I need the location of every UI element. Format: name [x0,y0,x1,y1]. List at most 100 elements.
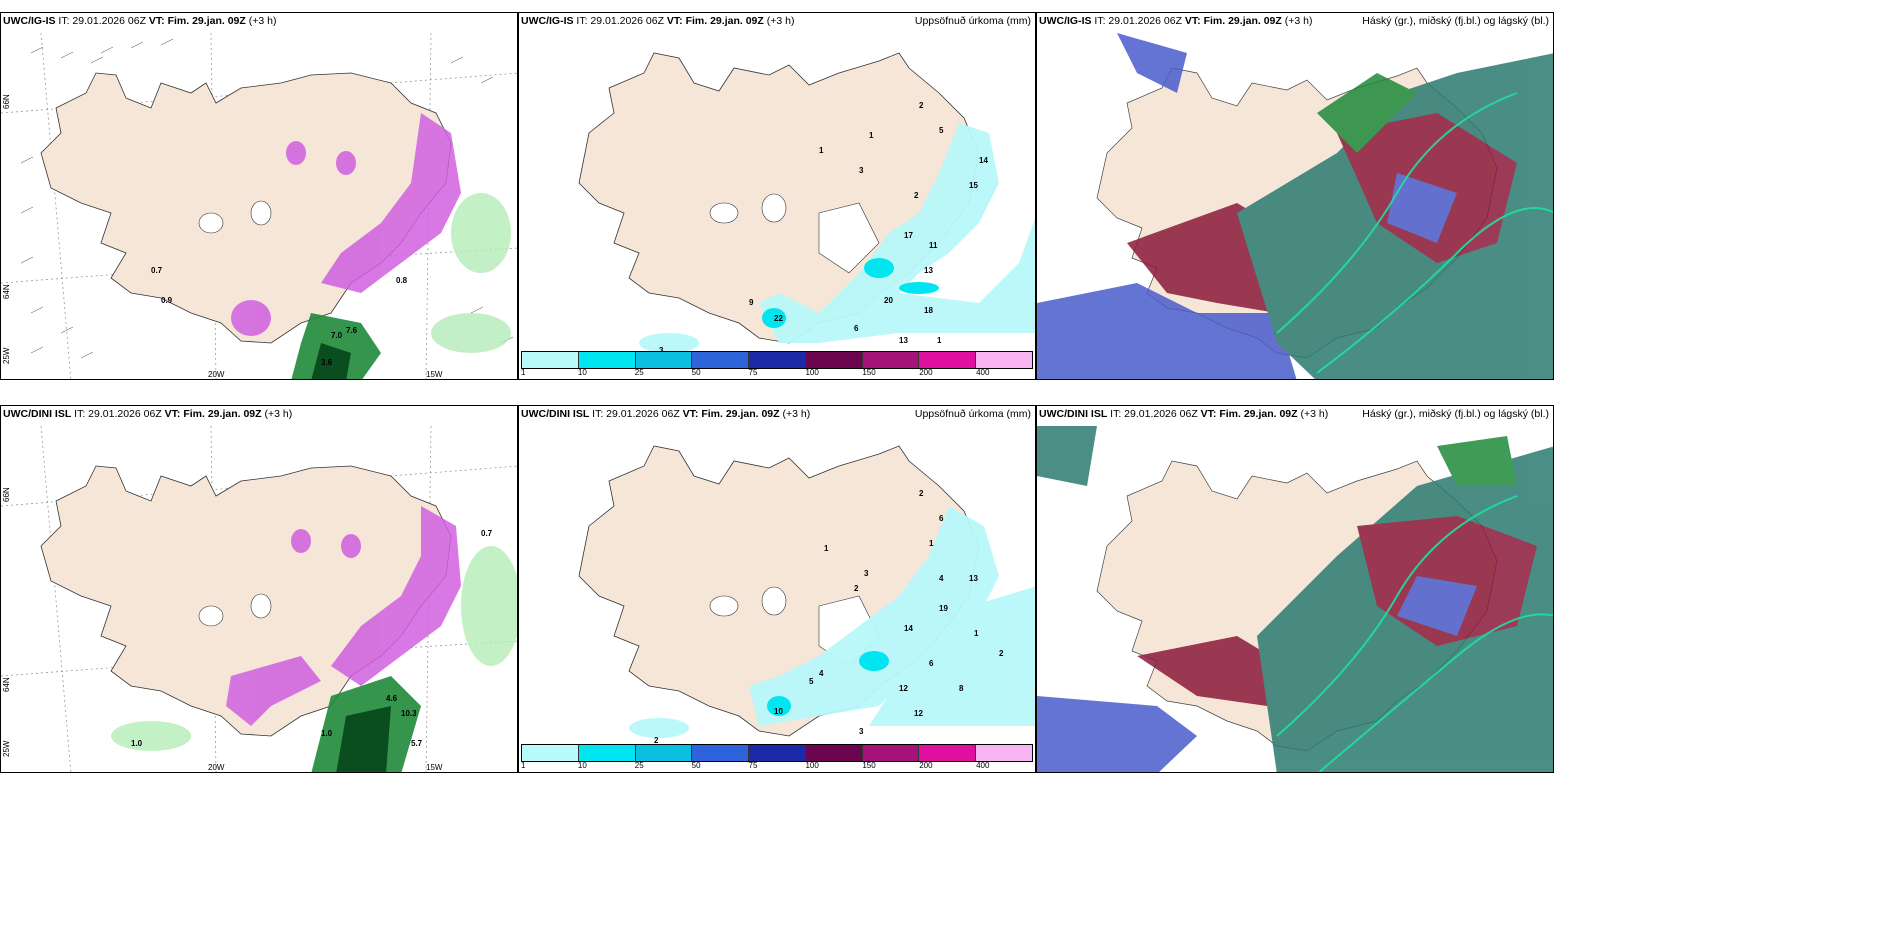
lon-label: 15W [426,763,443,772]
legend-tick: 10 [577,761,587,770]
legend-swatch [976,352,1033,368]
legend-swatch [862,352,920,368]
svg-text:3: 3 [859,166,864,175]
svg-text:3: 3 [864,569,869,578]
svg-text:14: 14 [979,156,988,165]
svg-text:19: 19 [939,604,948,613]
legend-ticks: 1 10 25 50 75 100 150 200 400 [521,368,1033,378]
panel-title: UWC/DINI ISL IT: 29.01.2026 06Z VT: Fim.… [3,408,293,420]
lat-label: 64N [2,677,11,692]
legend-tick: 50 [691,368,701,377]
legend-tick: 400 [976,761,990,770]
legend-swatch [692,352,750,368]
svg-text:2: 2 [654,736,659,744]
legend-tick: 50 [691,761,701,770]
panel-title: UWC/IG-IS IT: 29.01.2026 06Z VT: Fim. 29… [521,15,795,27]
svg-text:4.6: 4.6 [386,694,398,703]
legend-tick: 400 [976,368,990,377]
precip-map-top: 1 2 3 5 2 17 11 13 20 18 6 13 1 3 1 7 22… [578,52,1035,351]
legend-tick: 25 [634,368,644,377]
legend-swatch [635,352,693,368]
legend-ticks: 1 10 25 50 75 100 150 200 400 [521,761,1033,771]
legend-tick: 150 [862,368,876,377]
svg-text:5: 5 [939,126,944,135]
svg-text:1: 1 [819,146,824,155]
svg-text:1.0: 1.0 [321,729,333,738]
panel-subtitle: Uppsöfnuð úrkoma (mm) [914,408,1031,420]
svg-text:3.6: 3.6 [321,358,333,367]
legend-tick: 75 [748,368,758,377]
legend-swatch [749,745,806,761]
legend-tick: 1 [521,368,526,377]
legend-swatch [805,745,863,761]
svg-text:0.7: 0.7 [151,266,163,275]
svg-text:18: 18 [924,306,933,315]
legend-cells [521,744,1033,762]
svg-text:13: 13 [899,336,908,345]
svg-text:6: 6 [939,514,944,523]
legend-tick: 200 [919,761,933,770]
legend-swatch [749,352,806,368]
svg-text:22: 22 [774,314,783,323]
svg-text:1: 1 [869,131,874,140]
svg-text:2: 2 [919,489,924,498]
panel-subtitle: Uppsöfnuð úrkoma (mm) [914,15,1031,27]
svg-text:2: 2 [919,101,924,110]
svg-text:2: 2 [914,191,919,200]
svg-text:2: 2 [999,649,1004,658]
svg-text:13: 13 [924,266,933,275]
precip-map-bottom: 2 6 1 1 3 2 4 19 13 14 1 6 8 12 12 10 3 … [578,445,1035,744]
svg-text:12: 12 [914,709,923,718]
svg-text:1: 1 [824,544,829,553]
panel-title: UWC/DINI ISL IT: 29.01.2026 06Z VT: Fim.… [521,408,811,420]
svg-text:4: 4 [819,669,824,678]
svg-text:8: 8 [959,684,964,693]
svg-text:17: 17 [904,231,913,240]
svg-text:9: 9 [749,298,754,307]
legend-swatch [578,745,636,761]
svg-text:5.7: 5.7 [411,739,423,748]
svg-text:0.8: 0.8 [396,276,408,285]
lat-label: 64N [2,284,11,299]
legend-swatch [635,745,693,761]
svg-text:11: 11 [929,241,938,250]
lon-label: 20W [208,370,225,379]
legend-tick: 10 [577,368,587,377]
legend-swatch [976,745,1033,761]
svg-text:1: 1 [929,539,934,548]
svg-text:20: 20 [884,296,893,305]
svg-text:0.9: 0.9 [161,296,173,305]
svg-text:6: 6 [929,659,934,668]
svg-text:1: 1 [791,350,796,351]
legend-tick: 100 [805,368,819,377]
svg-text:13: 13 [969,574,978,583]
cloud-map-panel-bottom: UWC/DINI ISL IT: 29.01.2026 06Z VT: Fim.… [1036,405,1554,773]
wind-map-bottom: 1.0 1.0 4.610.3 5.7 0.7 66N 64N 25W 20W 15W [1,425,517,772]
svg-text:10.3: 10.3 [401,709,417,718]
lat-label: 66N [2,94,11,109]
cloud-map-bottom [1037,422,1553,772]
legend-tick: 100 [805,761,819,770]
legend-swatch [919,745,977,761]
wind-map-panel-bottom: UWC/DINI ISL IT: 29.01.2026 06Z VT: Fim.… [0,405,518,773]
svg-text:2: 2 [854,584,859,593]
legend-tick: 1 [521,761,526,770]
svg-text:4: 4 [939,574,944,583]
lon-label: 15W [426,370,443,379]
lon-label: 25W [2,740,11,757]
legend-tick: 75 [748,761,758,770]
svg-text:1: 1 [937,336,942,345]
svg-text:5: 5 [809,677,814,686]
svg-text:1.0: 1.0 [131,739,143,748]
cloud-map-top [1037,29,1553,379]
legend-swatch [522,352,579,368]
precip-map-panel-bottom: UWC/DINI ISL IT: 29.01.2026 06Z VT: Fim.… [518,405,1036,773]
svg-text:7.0: 7.0 [331,331,343,340]
svg-text:3: 3 [859,727,864,736]
svg-text:15: 15 [969,181,978,190]
svg-text:6: 6 [854,324,859,333]
cloud-map-panel-top: UWC/IG-IS IT: 29.01.2026 06Z VT: Fim. 29… [1036,12,1554,380]
precip-legend: 1 10 25 50 75 100 150 200 400 [519,742,1035,772]
svg-text:1: 1 [974,629,979,638]
wind-map-panel-top: UWC/IG-IS IT: 29.01.2026 06Z VT: Fim. 29… [0,12,518,380]
